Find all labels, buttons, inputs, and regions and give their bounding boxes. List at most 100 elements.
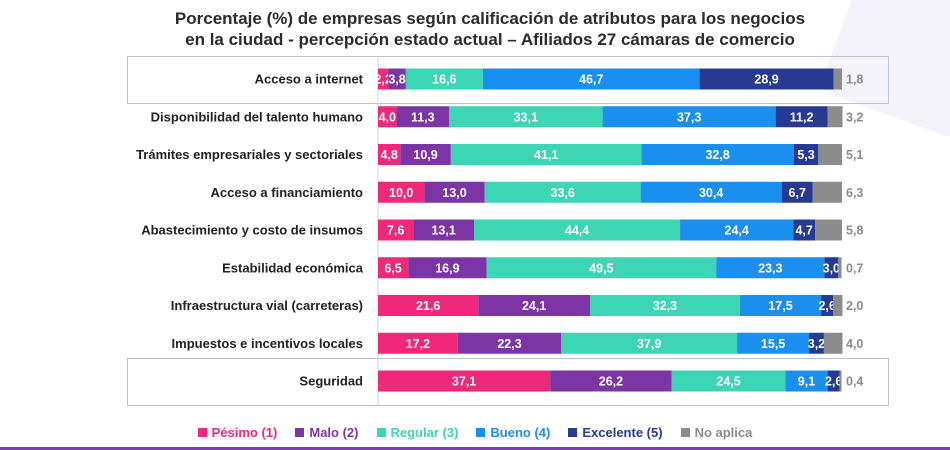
- data-label: 3,8: [388, 73, 405, 87]
- category-label: Impuestos e incentivos locales: [172, 336, 363, 351]
- chart-legend: Pésimo (1) Malo (2) Regular (3) Bueno (4) Ex…: [0, 425, 950, 440]
- bar-segment: [482, 68, 700, 90]
- legend-label: Pésimo (1): [211, 425, 278, 440]
- bar-segment: [812, 181, 842, 203]
- legend-item: No aplica: [680, 425, 753, 440]
- data-label: 3,0: [823, 261, 840, 275]
- chart-title-line1: Porcentaje (%) de empresas según calific…: [174, 9, 806, 28]
- data-label: 0,7: [846, 261, 863, 275]
- category-label: Seguridad: [299, 374, 363, 389]
- data-label: 41,1: [534, 148, 558, 162]
- data-label: 10,9: [413, 148, 437, 162]
- bar-segment: [424, 181, 485, 203]
- bar-segment: [378, 295, 479, 316]
- bar-segment: [699, 68, 834, 90]
- footer-accent-line: [0, 447, 950, 450]
- bar-segment: [408, 257, 487, 279]
- data-label: 2,2: [374, 73, 391, 87]
- bar-segment: [478, 295, 591, 316]
- bar-segment: [716, 257, 825, 279]
- data-label: 33,1: [514, 110, 538, 124]
- bar-segment: [815, 219, 842, 241]
- bar-segment: [785, 370, 828, 392]
- data-label: 17,5: [768, 299, 792, 313]
- data-label: 32,3: [653, 299, 677, 313]
- legend-label: Regular (3): [390, 425, 459, 440]
- data-label: 37,1: [452, 375, 476, 389]
- data-label: 16,6: [432, 73, 456, 87]
- legend-label: No aplica: [694, 425, 753, 440]
- data-label: 11,3: [411, 110, 435, 124]
- legend-item: Regular (3): [376, 425, 459, 440]
- bar-segment: [823, 332, 843, 354]
- bar-segment: [486, 257, 717, 279]
- data-label: 0,4: [846, 375, 863, 389]
- bar-segment: [602, 106, 776, 128]
- data-label: 9,1: [798, 375, 815, 389]
- data-label: 4,0: [379, 110, 396, 124]
- bar-segment: [457, 332, 562, 354]
- data-label: 2,6: [825, 375, 842, 389]
- data-label: 30,4: [699, 186, 723, 200]
- highlight-box: [127, 358, 889, 406]
- highlight-box: [127, 56, 889, 104]
- legend-swatch: [376, 428, 386, 437]
- data-label: 37,9: [637, 337, 661, 351]
- data-label: 24,5: [716, 375, 740, 389]
- bar-segment: [838, 257, 842, 279]
- data-label: 5,8: [846, 224, 863, 238]
- bar-segment: [550, 370, 672, 392]
- bar-segment: [378, 332, 458, 354]
- category-label: Trámites empresariales y sectoriales: [136, 147, 363, 162]
- data-label: 37,3: [677, 110, 701, 124]
- bar-segment: [781, 181, 813, 203]
- bar-segment: [680, 219, 794, 241]
- bar-segment: [641, 144, 794, 165]
- bar-segment: [640, 181, 782, 203]
- bar-segment: [396, 106, 449, 128]
- bar-segment: [378, 68, 389, 90]
- bar-segment: [827, 106, 843, 128]
- category-label: Estabilidad económica: [222, 260, 364, 275]
- category-label: Acceso a internet: [255, 72, 364, 87]
- bar-segment: [378, 257, 409, 279]
- data-label: 4,7: [795, 224, 812, 238]
- bar-segment: [824, 257, 839, 279]
- category-label: Abastecimiento y costo de insumos: [141, 223, 363, 238]
- bar-segment: [484, 181, 641, 203]
- bar-segment: [833, 68, 842, 90]
- data-label: 10,0: [389, 186, 413, 200]
- data-label: 46,7: [579, 73, 603, 87]
- category-label: Disponibilidad del talento humano: [151, 109, 363, 124]
- bar-segment: [671, 370, 786, 392]
- legend-swatch: [476, 428, 486, 437]
- bar-segment: [793, 219, 816, 241]
- bar-segment: [833, 295, 843, 316]
- data-label: 5,3: [797, 148, 814, 162]
- bar-segment: [818, 144, 842, 165]
- category-label: Acceso a financiamiento: [211, 185, 363, 200]
- bar-segment: [388, 68, 406, 90]
- data-label: 4,0: [846, 337, 863, 351]
- data-label: 22,3: [497, 337, 521, 351]
- data-label: 3,2: [846, 110, 863, 124]
- data-label: 5,1: [846, 148, 863, 162]
- stacked-bar-chart: Acceso a internet 2,23,8 16,6 46,7 28,9 1,8 Di…: [136, 58, 863, 405]
- data-label: 28,9: [754, 73, 778, 87]
- bar-segment: [378, 370, 551, 392]
- legend-label: Malo (2): [309, 425, 359, 440]
- data-label: 24,1: [522, 299, 546, 313]
- data-label: 21,6: [416, 299, 440, 313]
- bar-segment: [405, 68, 483, 90]
- bar-segment: [400, 144, 451, 165]
- data-label: 13,1: [431, 224, 455, 238]
- data-label: 7,6: [387, 224, 404, 238]
- data-label: 6,5: [384, 261, 401, 275]
- legend-swatch: [295, 428, 305, 437]
- data-label: 6,3: [846, 186, 863, 200]
- legend-swatch: [568, 428, 578, 437]
- bar-segment: [821, 295, 834, 316]
- bar-segment: [809, 332, 824, 354]
- data-label: 6,7: [789, 186, 806, 200]
- bar-segment: [448, 106, 603, 128]
